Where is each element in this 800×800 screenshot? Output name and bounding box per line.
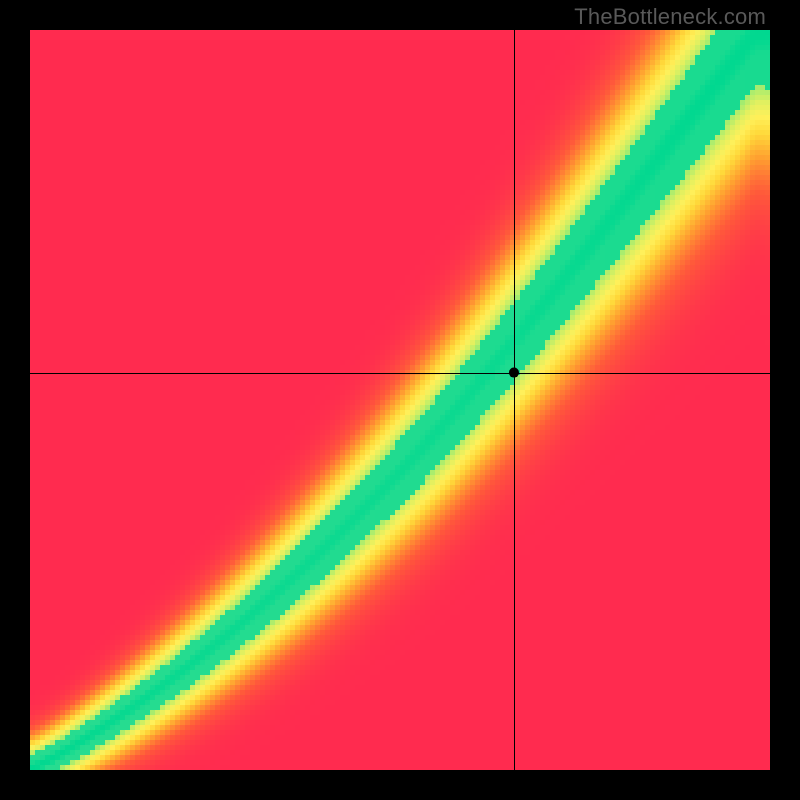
bottleneck-heatmap (0, 0, 800, 800)
watermark-text: TheBottleneck.com (574, 4, 766, 30)
root: { "watermark": { "text": "TheBottleneck.… (0, 0, 800, 800)
